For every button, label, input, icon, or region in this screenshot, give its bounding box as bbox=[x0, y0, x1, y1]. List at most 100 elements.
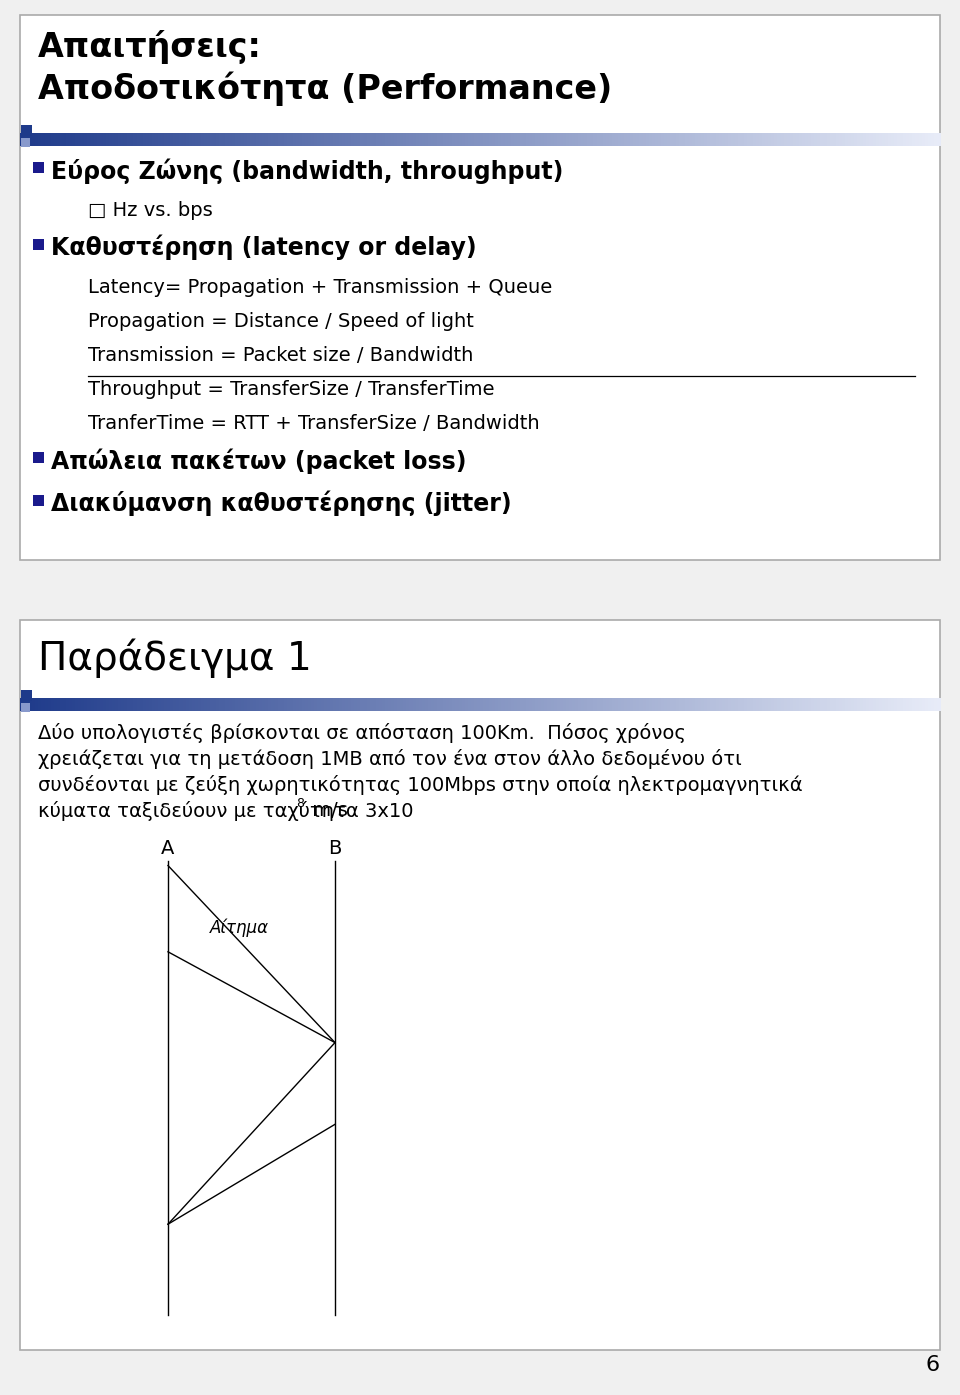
Bar bbox=[606, 698, 610, 711]
Bar bbox=[391, 133, 395, 146]
Bar bbox=[588, 698, 591, 711]
Bar bbox=[275, 133, 278, 146]
Bar bbox=[143, 133, 146, 146]
Bar bbox=[937, 133, 941, 146]
Bar bbox=[719, 698, 723, 711]
Bar bbox=[922, 698, 925, 711]
Bar bbox=[636, 698, 640, 711]
Bar bbox=[829, 698, 833, 711]
Bar bbox=[437, 698, 441, 711]
Bar bbox=[683, 698, 686, 711]
Bar bbox=[603, 133, 606, 146]
Bar bbox=[557, 698, 561, 711]
Bar bbox=[741, 133, 744, 146]
Bar bbox=[311, 698, 315, 711]
Bar bbox=[367, 133, 371, 146]
Bar bbox=[737, 698, 741, 711]
Bar bbox=[406, 698, 410, 711]
Bar bbox=[511, 698, 515, 711]
Text: Throughput = TransferSize / TransferTime: Throughput = TransferSize / TransferTime bbox=[88, 379, 494, 399]
Bar bbox=[673, 133, 677, 146]
Bar bbox=[388, 133, 392, 146]
Bar bbox=[23, 698, 27, 711]
Bar bbox=[118, 133, 122, 146]
Bar bbox=[339, 698, 343, 711]
Bar bbox=[367, 698, 371, 711]
Bar bbox=[526, 133, 530, 146]
Bar bbox=[60, 133, 63, 146]
Bar bbox=[732, 698, 735, 711]
Bar bbox=[324, 133, 327, 146]
Bar bbox=[505, 698, 508, 711]
Bar bbox=[793, 698, 797, 711]
Bar bbox=[23, 133, 27, 146]
Bar bbox=[683, 133, 686, 146]
Bar bbox=[428, 133, 431, 146]
Bar bbox=[164, 133, 168, 146]
Bar bbox=[33, 495, 44, 506]
Bar bbox=[805, 133, 808, 146]
Bar bbox=[713, 133, 716, 146]
Bar bbox=[315, 133, 318, 146]
Bar bbox=[536, 133, 539, 146]
Bar bbox=[676, 133, 680, 146]
Bar bbox=[906, 133, 910, 146]
Bar bbox=[565, 133, 569, 146]
Bar bbox=[302, 698, 305, 711]
Bar bbox=[498, 698, 502, 711]
Bar bbox=[308, 698, 312, 711]
Bar bbox=[300, 133, 302, 146]
Bar bbox=[660, 133, 664, 146]
Bar bbox=[321, 133, 324, 146]
Bar bbox=[446, 698, 450, 711]
Bar bbox=[747, 133, 751, 146]
Bar bbox=[645, 133, 649, 146]
Text: κύματα ταξιδεύουν με ταχύτητα 3x10: κύματα ταξιδεύουν με ταχύτητα 3x10 bbox=[38, 801, 414, 822]
Text: Aίτημα: Aίτημα bbox=[209, 919, 269, 937]
Bar bbox=[63, 133, 66, 146]
Bar bbox=[121, 698, 125, 711]
Bar bbox=[124, 698, 128, 711]
Text: Αποδοτικότητα (Performance): Αποδοτικότητα (Performance) bbox=[38, 73, 612, 106]
Bar bbox=[873, 133, 876, 146]
Bar bbox=[652, 698, 656, 711]
Bar bbox=[26, 133, 30, 146]
Bar bbox=[247, 133, 251, 146]
Bar bbox=[136, 698, 140, 711]
Bar bbox=[814, 698, 818, 711]
Bar bbox=[799, 698, 803, 711]
Bar bbox=[437, 133, 441, 146]
Bar bbox=[805, 698, 808, 711]
Bar bbox=[832, 698, 836, 711]
Bar bbox=[250, 698, 253, 711]
Bar bbox=[606, 133, 610, 146]
Bar bbox=[136, 133, 140, 146]
Bar bbox=[41, 698, 45, 711]
Bar bbox=[97, 133, 100, 146]
Bar bbox=[48, 698, 51, 711]
Bar bbox=[734, 698, 738, 711]
Bar bbox=[544, 133, 548, 146]
Bar bbox=[413, 133, 416, 146]
Bar bbox=[100, 698, 104, 711]
Bar bbox=[474, 698, 477, 711]
Bar bbox=[539, 698, 541, 711]
Bar bbox=[115, 698, 119, 711]
Bar bbox=[867, 698, 870, 711]
Bar bbox=[922, 133, 925, 146]
Bar bbox=[189, 698, 192, 711]
Bar bbox=[600, 133, 603, 146]
Bar bbox=[372, 133, 376, 146]
Bar bbox=[44, 698, 48, 711]
Bar bbox=[36, 133, 39, 146]
Bar bbox=[585, 698, 588, 711]
Bar bbox=[753, 133, 756, 146]
Bar bbox=[421, 698, 425, 711]
Bar bbox=[688, 133, 692, 146]
Bar bbox=[468, 698, 471, 711]
Bar bbox=[189, 133, 192, 146]
Bar bbox=[753, 698, 756, 711]
Bar bbox=[277, 698, 281, 711]
Bar bbox=[177, 133, 180, 146]
Bar bbox=[385, 133, 389, 146]
